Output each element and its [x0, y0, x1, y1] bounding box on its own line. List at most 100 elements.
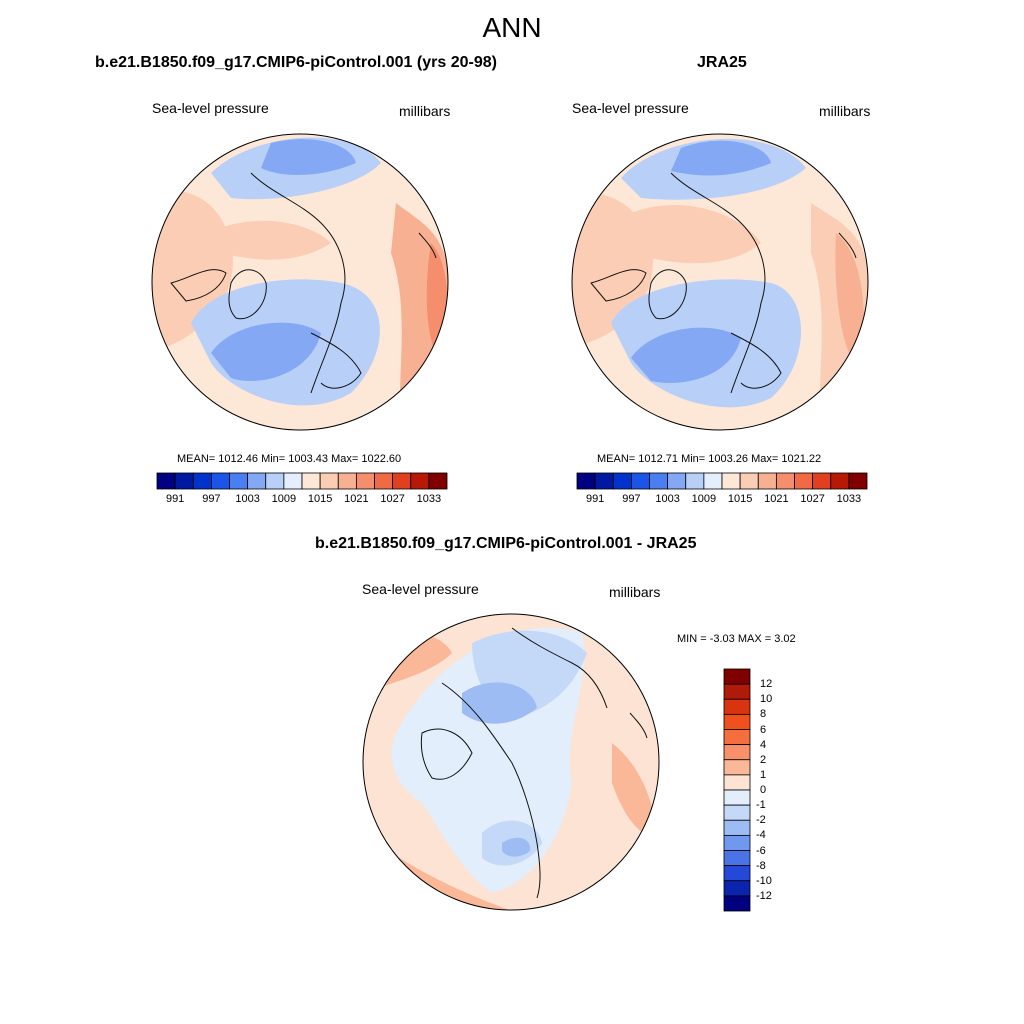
colorbar-tick-label: 1	[760, 768, 767, 781]
model-polar-map	[151, 133, 449, 431]
colorbar-swatch	[630, 472, 650, 490]
obs-coast-arctic-canada	[590, 269, 647, 302]
colorbar-tick-label: -10	[756, 874, 772, 887]
diff-coast-canada	[420, 728, 473, 780]
colorbar-tick-label: -1	[756, 799, 766, 812]
colorbar-swatch	[410, 472, 430, 490]
colorbar-tick-label: 12	[760, 678, 773, 691]
colorbar-tick-label: 1021	[344, 493, 369, 505]
colorbar-tick-label: -6	[756, 844, 766, 857]
model-stats: MEAN= 1012.46 Min= 1003.43 Max= 1022.60	[177, 453, 402, 465]
model-variable-label: Sea-level pressure	[152, 100, 269, 116]
colorbar-swatch	[667, 472, 687, 490]
colorbar-swatch	[174, 472, 194, 490]
colorbar-swatch	[612, 472, 632, 490]
colorbar-swatch	[723, 683, 751, 700]
colorbar-swatch	[594, 472, 614, 490]
colorbar-tick-label: 1009	[691, 493, 717, 505]
colorbar-tick-label: 1021	[764, 493, 789, 505]
model-units-label: millibars	[399, 103, 451, 119]
obs-coast-kamchatka	[838, 232, 857, 259]
model-coast-eurasia	[250, 172, 346, 394]
diff-negative-north-core	[462, 682, 537, 724]
colorbar-swatch	[723, 774, 751, 791]
colorbar-tick-label: 1015	[727, 493, 753, 505]
diff-negative-south-core	[502, 837, 531, 857]
colorbar-tick-label: 1033	[416, 493, 442, 505]
obs-high-center	[631, 204, 761, 264]
diff-polar-map	[362, 613, 660, 911]
colorbar-swatch	[337, 472, 357, 490]
colorbar-tick-label: -8	[756, 859, 766, 872]
diff-stats: MIN = -3.03 MAX = 3.02	[677, 633, 796, 645]
model-colorbar-ticks: 991 997 1003 1009 1015 1021 1027 1033	[157, 493, 447, 507]
diff-variable-label: Sea-level pressure	[362, 581, 479, 597]
colorbar-swatch	[723, 668, 751, 685]
colorbar-swatch	[723, 804, 751, 821]
model-coast-greenland	[228, 269, 267, 320]
colorbar-swatch	[428, 472, 448, 490]
diff-colorbar	[723, 668, 751, 912]
colorbar-swatch	[685, 472, 705, 490]
colorbar-tick-label: -2	[756, 814, 766, 827]
colorbar-swatch	[649, 472, 669, 490]
model-coast-kamchatka	[418, 232, 437, 259]
colorbar-swatch	[757, 472, 777, 490]
obs-colorbar	[576, 472, 868, 490]
obs-units-label: millibars	[819, 103, 871, 119]
obs-panel-title: JRA25	[697, 54, 747, 71]
colorbar-swatch	[812, 472, 832, 490]
colorbar-swatch	[192, 472, 212, 490]
obs-variable-label: Sea-level pressure	[572, 100, 689, 116]
colorbar-swatch	[392, 472, 412, 490]
colorbar-tick-label: 6	[760, 723, 767, 736]
diff-coast-eurasia	[441, 682, 541, 899]
colorbar-tick-label: 1009	[271, 493, 297, 505]
colorbar-swatch	[721, 472, 741, 490]
colorbar-swatch	[355, 472, 375, 490]
obs-coast-greenland	[648, 269, 687, 320]
colorbar-tick-label: 997	[622, 493, 641, 505]
colorbar-tick-label: 10	[760, 693, 773, 706]
colorbar-swatch	[723, 713, 751, 730]
obs-polar-map	[571, 133, 869, 431]
colorbar-swatch	[229, 472, 249, 490]
colorbar-swatch	[723, 698, 751, 715]
model-colorbar	[156, 472, 448, 490]
colorbar-swatch	[247, 472, 267, 490]
obs-coast-scandinavia	[730, 332, 782, 389]
colorbar-swatch	[723, 880, 751, 897]
diff-units-label: millibars	[609, 584, 661, 600]
colorbar-swatch	[739, 472, 759, 490]
colorbar-tick-label: 1003	[235, 493, 260, 505]
colorbar-swatch	[830, 472, 850, 490]
colorbar-swatch	[723, 865, 751, 882]
colorbar-swatch	[775, 472, 795, 490]
colorbar-swatch	[723, 819, 751, 836]
diff-panel-title: b.e21.B1850.f09_g17.CMIP6-piControl.001 …	[315, 535, 697, 552]
obs-colorbar-ticks: 991 997 1003 1009 1015 1021 1027 1033	[577, 493, 867, 507]
main-title: ANN	[482, 12, 542, 43]
obs-low-atlantic-core	[631, 327, 741, 384]
colorbar-swatch	[723, 895, 751, 912]
model-coast-arctic-canada	[170, 269, 227, 302]
model-coast-scandinavia	[310, 332, 362, 389]
colorbar-tick-label: -12	[756, 889, 772, 902]
colorbar-swatch	[723, 744, 751, 761]
colorbar-tick-label: 4	[760, 738, 767, 751]
colorbar-swatch	[723, 729, 751, 746]
colorbar-swatch	[265, 472, 285, 490]
colorbar-swatch	[374, 472, 394, 490]
colorbar-swatch	[848, 472, 868, 490]
colorbar-swatch	[723, 834, 751, 851]
colorbar-tick-label: 1015	[307, 493, 333, 505]
obs-stats: MEAN= 1012.71 Min= 1003.26 Max= 1021.22	[597, 453, 822, 465]
colorbar-tick-label: 1003	[655, 493, 680, 505]
colorbar-tick-label: 991	[585, 493, 605, 505]
colorbar-tick-label: 997	[202, 493, 221, 505]
colorbar-swatch	[703, 472, 723, 490]
model-low-north-core	[261, 139, 356, 175]
colorbar-tick-label: 1027	[800, 493, 825, 505]
colorbar-swatch	[723, 789, 751, 806]
colorbar-swatch	[210, 472, 230, 490]
